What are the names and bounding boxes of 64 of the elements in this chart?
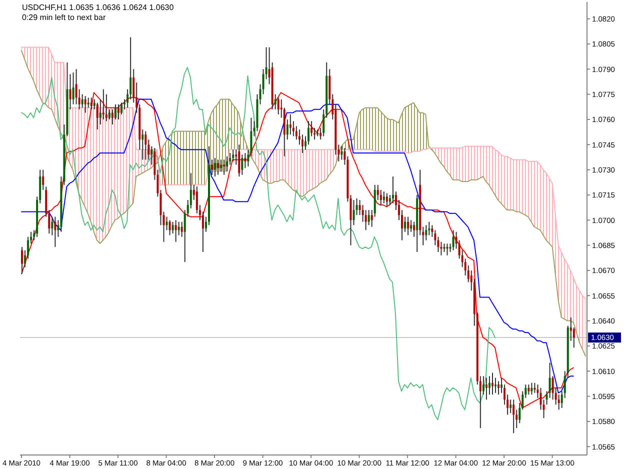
candlestick <box>81 94 84 108</box>
candlestick <box>452 230 454 251</box>
candlestick <box>42 169 44 190</box>
candlestick <box>308 120 310 146</box>
candlestick <box>310 120 313 137</box>
candlestick <box>142 129 144 160</box>
candlestick <box>180 221 183 238</box>
candlestick <box>485 377 488 400</box>
candlestick <box>386 192 388 208</box>
candlestick <box>223 159 226 176</box>
candlestick <box>69 74 72 110</box>
candlestick <box>277 97 280 115</box>
candlestick <box>241 154 244 176</box>
candlestick <box>413 221 416 238</box>
candlestick <box>211 159 214 176</box>
candlestick <box>162 211 165 242</box>
candlestick <box>494 377 497 394</box>
candlestick <box>510 399 512 414</box>
candlestick <box>174 220 177 242</box>
candlestick <box>482 376 484 396</box>
candlestick <box>410 220 412 232</box>
text: 0:29 min left to next bar <box>22 13 107 23</box>
line-series <box>21 66 496 420</box>
candlestick <box>87 97 90 108</box>
candlestick <box>244 152 246 169</box>
candlestick <box>96 102 98 130</box>
candlestick <box>238 144 240 177</box>
candlestick <box>488 376 490 396</box>
candlestick <box>352 199 355 226</box>
candlestick <box>84 95 86 114</box>
candlestick <box>440 241 442 256</box>
candlestick <box>380 189 382 206</box>
candlestick <box>404 216 406 232</box>
candlestick <box>226 156 228 172</box>
candlestick <box>540 387 542 410</box>
candlestick <box>214 158 216 177</box>
candlestick <box>289 114 292 136</box>
candlestick <box>552 376 554 400</box>
candlestick <box>217 159 220 176</box>
candlestick <box>102 88 104 120</box>
candlestick <box>172 221 174 234</box>
candlestick <box>111 108 114 125</box>
candlestick <box>144 130 147 160</box>
line-series <box>21 46 586 300</box>
candlestick <box>232 149 234 162</box>
candlestick <box>274 94 276 110</box>
candlestick <box>407 216 410 236</box>
candlestick <box>392 176 394 204</box>
candlestick <box>90 97 92 110</box>
candlestick <box>54 216 56 248</box>
candlestick <box>512 399 515 434</box>
candlestick <box>498 380 500 396</box>
candlestick <box>21 246 23 274</box>
candlestick <box>368 210 370 226</box>
candlestick <box>286 118 288 140</box>
candlestick <box>382 191 385 204</box>
candlestick <box>428 221 430 236</box>
candlestick <box>118 104 120 120</box>
candlestick <box>446 243 448 256</box>
candlestick <box>168 220 171 236</box>
candlestick <box>542 399 545 419</box>
candlestick <box>51 216 54 236</box>
candlestick <box>220 159 222 172</box>
chart-title: USDCHF,H1 1.0635 1.0636 1.0624 1.0630 <box>22 3 174 13</box>
